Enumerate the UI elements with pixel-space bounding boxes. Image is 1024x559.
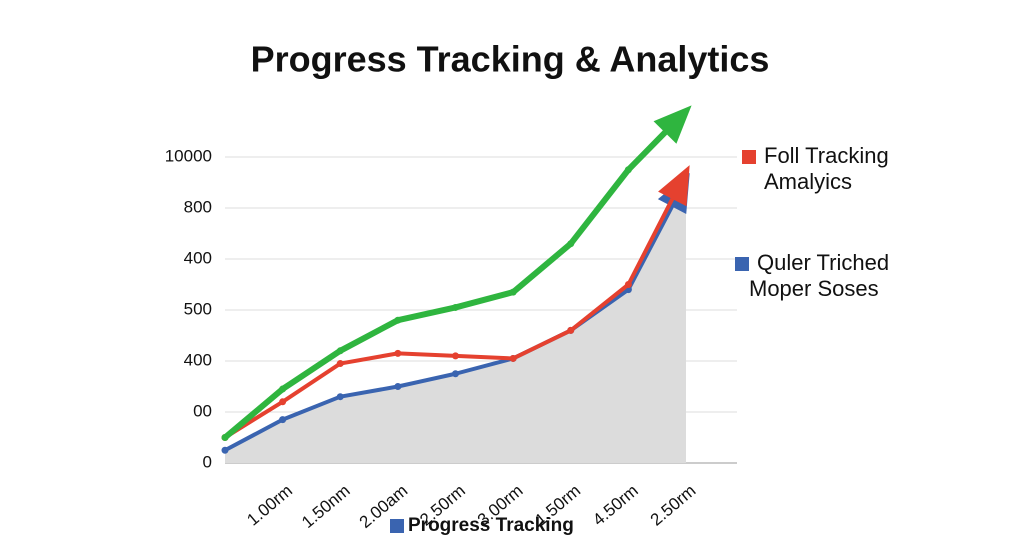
- y-tick-label: 800: [184, 197, 212, 216]
- x-tick-label: 1.00rm: [243, 481, 296, 530]
- point: [567, 326, 575, 334]
- point: [452, 370, 459, 378]
- point: [336, 347, 344, 355]
- legend-label: Quler Triched Moper Soses: [749, 250, 889, 301]
- y-tick-label: 400: [184, 350, 212, 369]
- y-tick-label: 00: [193, 401, 212, 420]
- legend-swatch: [390, 519, 404, 533]
- legend-line: Moper Soses: [749, 276, 879, 301]
- y-tick-label: 400: [184, 248, 212, 267]
- point: [394, 349, 402, 357]
- point: [452, 352, 459, 360]
- point: [221, 446, 229, 454]
- point: [279, 416, 287, 424]
- point: [394, 383, 402, 390]
- area: [225, 179, 686, 463]
- point: [336, 360, 344, 368]
- x-tick-label: 4.50rm: [589, 481, 642, 530]
- point: [452, 303, 459, 311]
- x-tick-label: 1.50nm: [298, 481, 354, 532]
- arrow-head: [658, 165, 690, 207]
- y-tick-label: 0: [203, 452, 212, 471]
- legend-swatch: [735, 257, 749, 271]
- legend-label: Progress Tracking: [408, 515, 574, 536]
- legend-line: Amalyics: [764, 169, 852, 194]
- point: [509, 354, 517, 362]
- point: [624, 281, 632, 288]
- point: [394, 316, 402, 324]
- point: [279, 398, 287, 406]
- point: [567, 240, 575, 248]
- x-tick-label: 2.50rm: [647, 481, 700, 530]
- legend-line: Quler Triched: [757, 250, 889, 275]
- arrow-head: [653, 105, 692, 144]
- legend-line: Foll Tracking: [764, 143, 889, 168]
- point: [509, 288, 517, 296]
- point: [624, 166, 632, 174]
- point: [221, 434, 229, 441]
- y-tick-label: 500: [184, 299, 212, 318]
- chart-title: Progress Tracking & Analytics: [251, 39, 770, 80]
- point: [279, 385, 287, 393]
- legend-swatch: [742, 150, 756, 164]
- y-tick-label: 10000: [165, 146, 212, 165]
- point: [336, 393, 344, 401]
- legend-label: Foll Tracking Amalyics: [764, 143, 889, 194]
